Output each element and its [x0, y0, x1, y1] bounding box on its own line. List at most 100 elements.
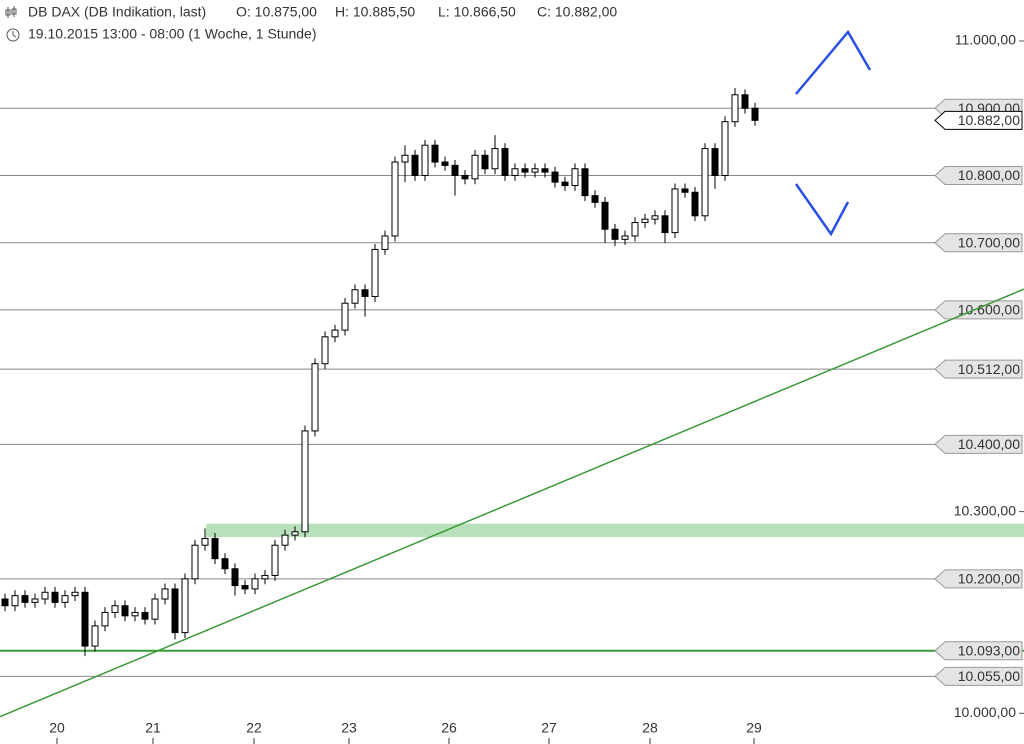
candle-body [61, 595, 69, 603]
candle-body [391, 161, 399, 237]
candle-body [221, 558, 229, 570]
ohlc-high: H: 10.885,50 [335, 4, 415, 20]
candle-body [261, 574, 269, 580]
plot: 10.900,0010.882,0010.800,0010.700,0010.6… [0, 32, 1024, 744]
annotation-arrow [795, 29, 872, 95]
candle-body [331, 329, 339, 338]
candle-body [361, 289, 369, 297]
candle-body [281, 534, 289, 546]
candle-body [581, 168, 589, 197]
candle-body [491, 148, 499, 170]
candle-body [111, 605, 119, 613]
level-label-box [934, 569, 1023, 589]
chart-icon [5, 6, 17, 18]
candle-body [411, 154, 419, 176]
candle-body [501, 148, 509, 176]
candle-body [721, 121, 729, 176]
x-tick-label: 20 [49, 720, 65, 736]
candle-body [571, 168, 579, 187]
candle-body [671, 188, 679, 234]
candle-body [11, 595, 19, 607]
candle-body [321, 336, 329, 365]
candle-body [31, 598, 39, 603]
x-tick-label: 26 [441, 720, 457, 736]
level-label: 10.400,00 [958, 436, 1020, 452]
level-label-box [934, 110, 1023, 130]
candle-body [751, 107, 759, 121]
candle-body [691, 191, 699, 217]
candle-body [201, 538, 209, 546]
candle-body [711, 148, 719, 176]
trendline [0, 288, 1024, 718]
candle-body [541, 168, 549, 173]
candle-body [191, 544, 199, 580]
candle-body [171, 588, 179, 634]
candle-body [231, 568, 239, 587]
x-tick-label: 22 [246, 720, 262, 736]
candle-body [471, 154, 479, 180]
chart-title: DB DAX (DB Indikation, last) [28, 4, 206, 20]
candle-body [21, 595, 29, 603]
candle-body [551, 171, 559, 183]
candle-body [81, 591, 89, 647]
candle-body [481, 154, 489, 170]
candle-body [531, 168, 539, 173]
level-label-box [934, 641, 1023, 661]
candle-body [251, 578, 259, 590]
candle-body [241, 585, 249, 590]
candle-body [561, 181, 569, 187]
level-label-box [934, 434, 1023, 454]
level-label: 10.200,00 [958, 571, 1020, 587]
y-tick-label: 10.000,00 [954, 704, 1016, 720]
level-label-box [934, 359, 1023, 379]
candle-body [131, 611, 139, 617]
x-tick-label: 28 [642, 720, 658, 736]
candle-body [701, 148, 709, 217]
candle-body [591, 195, 599, 203]
level-label-box [934, 666, 1023, 686]
candle-body [211, 538, 219, 560]
candle-body [271, 544, 279, 576]
clock-icon [6, 28, 20, 42]
candle-body [741, 94, 749, 109]
candle-body [51, 591, 59, 603]
candle-body [291, 531, 299, 536]
candle-body [441, 161, 449, 166]
candle-body [141, 611, 149, 620]
candle-body [621, 235, 629, 240]
candle-body [451, 164, 459, 176]
candle-body [371, 248, 379, 297]
level-label: 10.093,00 [958, 642, 1020, 658]
candle-body [521, 168, 529, 173]
y-tick-label: 11.000,00 [955, 32, 1016, 48]
candle-body [71, 591, 79, 597]
candle-body [641, 218, 649, 224]
candle-body [611, 228, 619, 240]
ohlc-open: O: 10.875,00 [236, 4, 317, 20]
level-label: 10.055,00 [958, 668, 1020, 684]
candle-body [121, 605, 129, 617]
chart-subtitle: 19.10.2015 13:00 - 08:00 (1 Woche, 1 Stu… [28, 26, 317, 42]
y-tick-label: 10.300,00 [954, 502, 1016, 518]
candle-body [301, 430, 309, 533]
candle-body [181, 578, 189, 634]
ohlc-close: C: 10.882,00 [537, 4, 617, 20]
candle-body [401, 154, 409, 163]
support-band [206, 523, 1024, 538]
level-label: 10.882,00 [958, 112, 1020, 128]
level-label-box [934, 233, 1023, 253]
x-tick-label: 29 [746, 720, 762, 736]
level-label: 10.600,00 [958, 302, 1020, 318]
candle-body [101, 611, 109, 627]
candle-body [381, 235, 389, 250]
level-label: 10.800,00 [958, 167, 1020, 183]
candle-body [681, 188, 689, 193]
candle-body [161, 588, 169, 600]
level-label-box [934, 300, 1023, 320]
candle-body [421, 144, 429, 176]
candle-body [731, 94, 739, 123]
candle-body [511, 168, 519, 176]
candle-body [151, 598, 159, 620]
candle-body [311, 363, 319, 432]
